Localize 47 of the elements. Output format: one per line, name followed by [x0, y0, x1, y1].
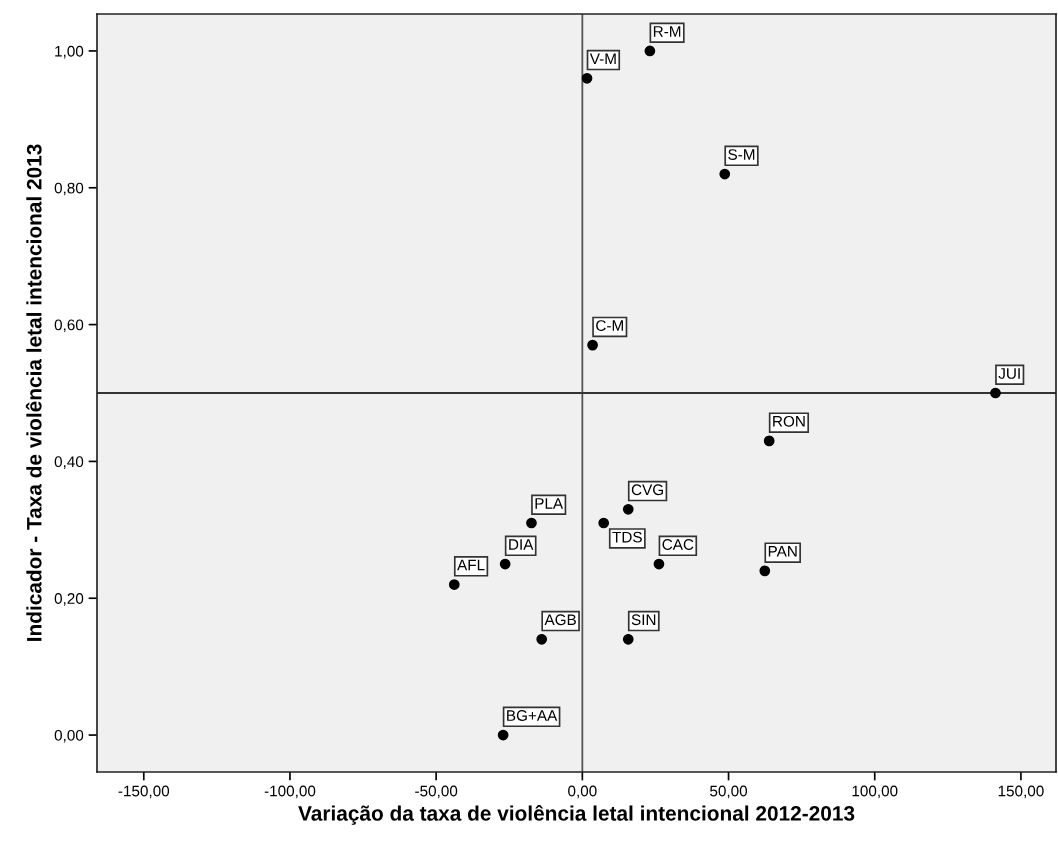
point [759, 565, 771, 577]
annotation: JUI [998, 368, 1020, 379]
point [719, 168, 731, 180]
x-tick-label: -100,00 [264, 785, 316, 799]
annotation: BG+AA [507, 710, 558, 721]
y-axis-title: Indicador - Taxa de violência letal intencional 2013 [25, 144, 42, 641]
annotation: R-M [653, 26, 681, 37]
point [622, 503, 634, 515]
point [581, 72, 593, 84]
annotation: AFL [457, 559, 485, 571]
y-tick-label: 0,60 [54, 319, 84, 333]
annotation: AGB [544, 614, 576, 626]
x-tick-label: -150,00 [118, 785, 170, 799]
point [644, 45, 656, 57]
point [536, 633, 548, 645]
y-tick-label: 0,40 [54, 456, 84, 469]
y-tick-label: 0,00 [54, 729, 84, 743]
x-tick-label: -50,00 [415, 785, 458, 799]
annotation: TDS [612, 531, 642, 543]
x-tick-label: 100,00 [852, 785, 898, 799]
point [448, 579, 460, 590]
annotation: RON [773, 415, 805, 427]
point [653, 558, 665, 570]
annotation: DIA [509, 539, 534, 550]
annotation: SIN [631, 614, 656, 626]
y-tick-label: 1,00 [55, 45, 84, 59]
x-tick-label: 150,00 [998, 785, 1044, 799]
y-tick-label: 0,80 [54, 182, 84, 196]
annotation: CAC [662, 539, 694, 550]
x-tick-label: 0,00 [568, 785, 597, 799]
annotation: C-M [596, 320, 623, 331]
point [598, 517, 610, 529]
point [990, 387, 1001, 399]
annotation: PLA [535, 498, 564, 509]
annotation: V-M [589, 53, 616, 65]
point [763, 435, 775, 447]
x-axis-title: Variação da taxa de violência letal intencional 2012-2013 [298, 804, 855, 825]
annotation: PAN [768, 546, 797, 557]
point [497, 729, 509, 741]
annotation: CVG [631, 484, 663, 496]
point [526, 517, 537, 529]
point [499, 558, 511, 570]
point [587, 339, 598, 351]
y-tick-label: 0,20 [54, 593, 84, 606]
point [622, 633, 634, 645]
annotation: S-M [728, 149, 755, 160]
x-tick-label: 50,00 [710, 785, 748, 799]
